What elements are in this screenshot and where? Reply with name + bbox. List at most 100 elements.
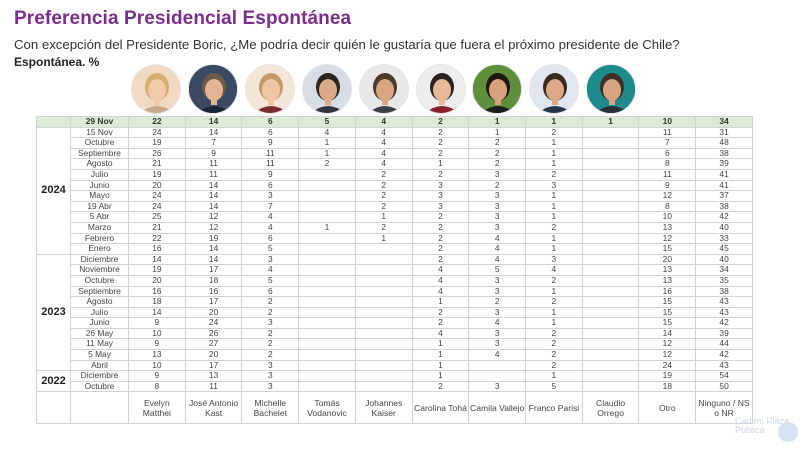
table-cell: 3 — [468, 338, 527, 351]
table-cell: 1 — [525, 158, 583, 170]
watermark-badge — [778, 422, 798, 442]
table-cell — [581, 264, 640, 276]
table-cell — [298, 168, 356, 181]
table-cell: 2 — [411, 253, 470, 266]
table-cell: 4 — [468, 243, 527, 255]
table-cell: 2 — [411, 137, 470, 149]
table-row: Junio 9 24 3 2 4 1 15 42 — [37, 317, 753, 329]
table-cell: 19 — [638, 370, 697, 382]
table-row: Abril 10 17 3 1 2 24 43 — [37, 359, 753, 372]
table-row: Febrero 22 19 6 1 2 4 1 12 33 — [37, 232, 753, 245]
table-cell — [581, 338, 640, 351]
table-cell: 1 — [411, 370, 470, 382]
table-cell: 8 — [128, 380, 186, 393]
table-row: Agosto 18 17 2 1 2 2 15 43 — [37, 296, 753, 308]
table-cell — [581, 349, 640, 361]
table-cell: 15 — [638, 306, 697, 319]
table-cell — [581, 200, 640, 213]
table-cell: 3 — [241, 190, 300, 202]
row-date: Abril — [70, 359, 129, 372]
table-header-row: 29 Nov 22 14 6 5 4 2 1 1 1 10 34 — [36, 116, 753, 128]
row-date: 11 May — [70, 338, 129, 351]
table-cell: 1 — [298, 221, 356, 234]
table-cell: 43 — [695, 306, 753, 319]
table-cell — [354, 317, 413, 329]
table-cell — [581, 296, 640, 308]
header-value-cell: 1 — [581, 116, 640, 128]
table-cell: 13 — [638, 264, 697, 276]
table-row: 5 May 13 20 2 1 4 2 12 42 — [37, 349, 753, 361]
table-cell — [354, 380, 413, 393]
table-cell: 14 — [184, 190, 243, 202]
row-date: Julio — [70, 168, 129, 181]
table-row: Julio 19 11 9 2 2 3 2 11 41 — [37, 168, 753, 181]
column-label: Michelle Bachelet — [241, 391, 300, 425]
table-cell: 1 — [411, 338, 470, 351]
table-cell: 9 — [241, 137, 300, 149]
table-cell: 38 — [695, 200, 753, 213]
table-cell: 2 — [354, 200, 413, 213]
row-date: Marzo — [70, 221, 129, 234]
table-cell: 24 — [128, 200, 186, 213]
table-cell: 17 — [184, 359, 243, 372]
table-cell: 2 — [525, 349, 583, 361]
table-cell: 5 — [241, 274, 300, 287]
table-cell: 2 — [411, 306, 470, 319]
table-cell: 48 — [695, 137, 753, 149]
table-cell — [581, 243, 640, 255]
table-cell: 2 — [468, 179, 527, 192]
table-row: Octubre 19 7 9 1 4 2 2 1 7 48 — [37, 137, 753, 149]
year-label: 2024 — [36, 126, 71, 255]
table-cell: 6 — [241, 126, 300, 139]
table-cell: 3 — [468, 327, 527, 340]
table-cell: 21 — [128, 158, 186, 170]
table-cell: 3 — [525, 179, 583, 192]
table-cell: 15 — [638, 317, 697, 329]
table-cell: 9 — [638, 179, 697, 192]
row-date: Enero — [70, 243, 129, 255]
table-cell: 11 — [241, 147, 300, 160]
table-cell: 41 — [695, 179, 753, 192]
table-cell: 38 — [695, 147, 753, 160]
table-cell: 10 — [638, 211, 697, 223]
table-cell: 2 — [354, 168, 413, 181]
table-cell: 2 — [468, 147, 527, 160]
row-date: Febrero — [70, 232, 129, 245]
table-row: Octubre 20 18 5 4 3 2 13 35 — [37, 274, 753, 287]
footer-blank-cell — [70, 391, 129, 425]
table-cell: 2 — [468, 137, 527, 149]
table-cell: 20 — [184, 349, 243, 361]
evelyn-matthei-avatar — [131, 64, 182, 114]
jose-antonio-kast-avatar — [188, 64, 239, 114]
carolina-toha-avatar — [415, 64, 466, 114]
table-cell: 8 — [638, 200, 697, 213]
table-cell: 4 — [354, 126, 413, 139]
table-cell: 3 — [241, 317, 300, 329]
table-cell: 2 — [411, 243, 470, 255]
row-date: Agosto — [70, 296, 129, 308]
michelle-bachelet-avatar — [245, 64, 296, 114]
table-cell: 3 — [411, 190, 470, 202]
table-row: Junio 20 14 6 2 3 2 3 9 41 — [37, 179, 753, 192]
table-cell: 1 — [525, 137, 583, 149]
table-cell: 1 — [525, 147, 583, 160]
table-cell: 4 — [468, 232, 527, 245]
table-cell: 16 — [128, 285, 186, 298]
table-cell: 18 — [184, 274, 243, 287]
table-cell — [468, 370, 527, 382]
table-cell: 1 — [525, 370, 583, 382]
preference-table: 29 Nov 22 14 6 5 4 2 1 1 1 10 34 2024 15 Nov 24 14 6 4 4 2 1… — [36, 116, 753, 425]
header-value-cell: 1 — [468, 116, 527, 128]
table-cell — [581, 359, 640, 372]
table-cell: 2 — [241, 306, 300, 319]
table-cell: 19 — [128, 264, 186, 276]
table-cell — [298, 296, 356, 308]
table-cell: 12 — [638, 349, 697, 361]
table-row: Octubre 8 11 3 2 3 5 18 50 — [37, 380, 753, 393]
table-cell: 4 — [468, 317, 527, 329]
table-cell — [354, 306, 413, 319]
table-cell: 2 — [411, 232, 470, 245]
table-cell: 2 — [298, 158, 356, 170]
table-cell — [581, 190, 640, 202]
table-cell: 5 — [468, 264, 527, 276]
